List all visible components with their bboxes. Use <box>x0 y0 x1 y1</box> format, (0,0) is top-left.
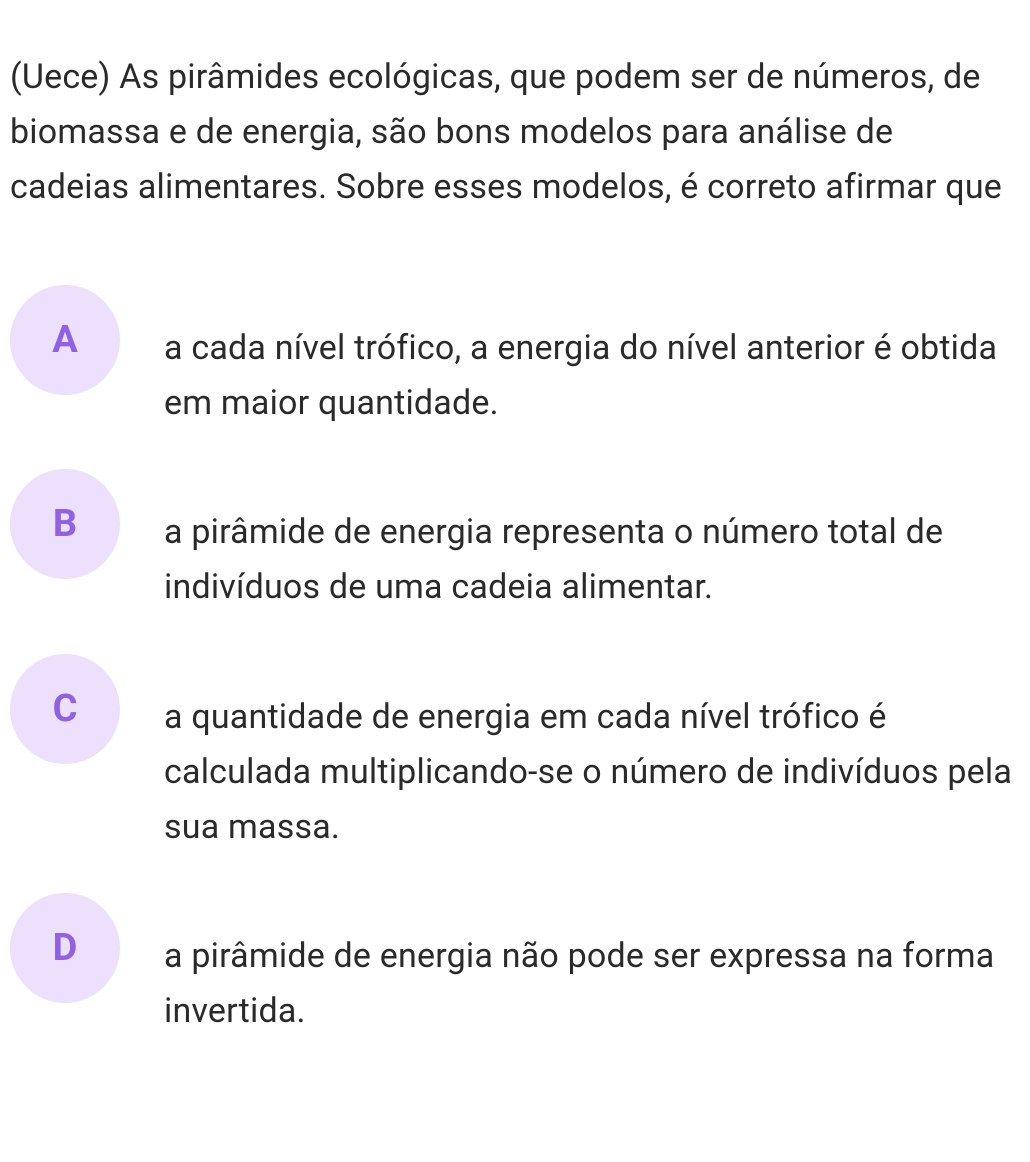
question-container: (Uece) As pirâmides ecológicas, que pode… <box>0 0 1030 1079</box>
option-text: a cada nível trófico, a energia do nível… <box>164 305 1020 431</box>
option-text: a pirâmide de energia não pode ser expre… <box>164 913 1020 1039</box>
option-badge: C <box>10 654 120 764</box>
option-letter: D <box>53 926 78 970</box>
option-badge: A <box>10 285 120 395</box>
option-text: a pirâmide de energia representa o númer… <box>164 489 1020 615</box>
option-c[interactable]: C a quantidade de energia em cada nível … <box>10 674 1020 855</box>
option-letter: C <box>53 687 78 731</box>
option-badge: D <box>10 893 120 1003</box>
question-text: (Uece) As pirâmides ecológicas, que pode… <box>10 50 1020 215</box>
option-text: a quantidade de energia em cada nível tr… <box>164 674 1020 855</box>
option-letter: A <box>52 318 78 362</box>
options-list: A a cada nível trófico, a energia do nív… <box>10 305 1020 1039</box>
option-letter: B <box>53 502 77 546</box>
option-d[interactable]: D a pirâmide de energia não pode ser exp… <box>10 913 1020 1039</box>
option-a[interactable]: A a cada nível trófico, a energia do nív… <box>10 305 1020 431</box>
option-badge: B <box>10 469 120 579</box>
option-b[interactable]: B a pirâmide de energia representa o núm… <box>10 489 1020 615</box>
